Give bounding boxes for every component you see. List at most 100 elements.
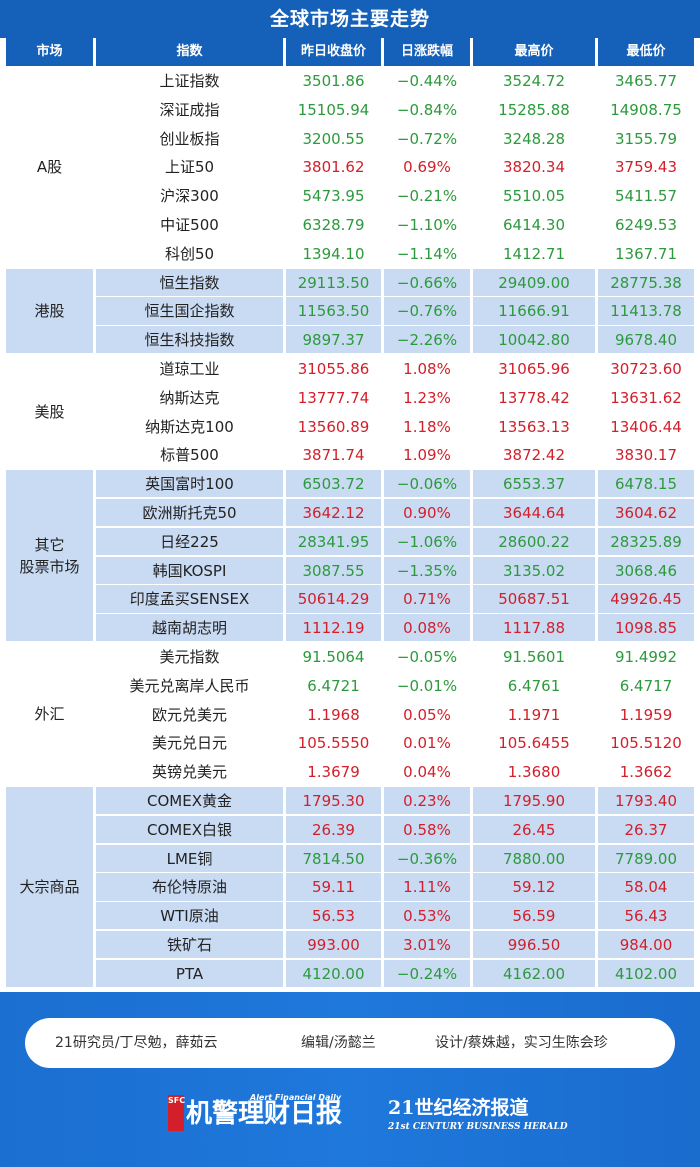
cell-name: LME铜: [96, 844, 283, 872]
cell-name: 欧洲斯托克50: [96, 498, 283, 527]
table-row: COMEX白银 26.39 0.58% 26.45 26.37: [0, 815, 700, 844]
table-row: 印度孟买SENSEX 50614.29 0.71% 50687.51 49926.45: [0, 585, 700, 613]
header-change: 日涨跌幅: [384, 38, 470, 66]
cell-close: 28341.95: [286, 527, 381, 556]
market-label: 其它 股票市场: [6, 470, 93, 642]
cell-low: 56.43: [598, 902, 694, 930]
cell-low: 984.00: [598, 931, 694, 959]
cell-change: −1.10%: [384, 211, 470, 239]
cell-high: 31065.96: [473, 355, 595, 383]
cell-high: 996.50: [473, 931, 595, 959]
table-row: COMEX黄金 1795.30 0.23% 1795.90 1793.40: [0, 787, 700, 815]
cell-high: 5510.05: [473, 182, 595, 210]
cell-close: 3871.74: [286, 441, 381, 469]
cell-close: 3200.55: [286, 124, 381, 152]
cell-high: 26.45: [473, 815, 595, 844]
cell-low: 4102.00: [598, 959, 694, 988]
cell-low: 6478.15: [598, 470, 694, 498]
cell-change: 0.05%: [384, 700, 470, 728]
cell-name: 美元指数: [96, 643, 283, 671]
cell-close: 15105.94: [286, 95, 381, 124]
cell-low: 91.4992: [598, 643, 694, 671]
cell-close: 13560.89: [286, 412, 381, 440]
cell-change: −0.84%: [384, 95, 470, 124]
cell-change: 1.18%: [384, 412, 470, 440]
table-row: 沪深300 5473.95 −0.21% 5510.05 5411.57: [0, 182, 700, 210]
cell-change: −0.76%: [384, 297, 470, 325]
table-row: LME铜 7814.50 −0.36% 7880.00 7789.00: [0, 844, 700, 872]
cell-close: 26.39: [286, 815, 381, 844]
cell-name: WTI原油: [96, 902, 283, 930]
cell-low: 7789.00: [598, 844, 694, 872]
logo2-en: 21st CENTURY BUSINESS HERALD: [388, 1122, 568, 1132]
market-label: 美股: [6, 355, 93, 469]
table-row: 韩国KOSPI 3087.55 −1.35% 3135.02 3068.46: [0, 556, 700, 584]
table-row: 道琼工业 31055.86 1.08% 31065.96 30723.60: [0, 355, 700, 383]
cell-close: 105.5550: [286, 729, 381, 757]
cell-high: 59.12: [473, 873, 595, 901]
cell-name: COMEX黄金: [96, 787, 283, 815]
cell-low: 13406.44: [598, 412, 694, 440]
cell-close: 1795.30: [286, 787, 381, 815]
cell-close: 9897.37: [286, 326, 381, 354]
table-row: 恒生国企指数 11563.50 −0.76% 11666.91 11413.78: [0, 297, 700, 325]
cell-change: −1.06%: [384, 527, 470, 556]
table-row: 越南胡志明 1112.19 0.08% 1117.88 1098.85: [0, 614, 700, 642]
cell-name: 印度孟买SENSEX: [96, 585, 283, 613]
cell-high: 56.59: [473, 902, 595, 930]
cell-low: 58.04: [598, 873, 694, 901]
cell-low: 3830.17: [598, 441, 694, 469]
page-title: 全球市场主要走势: [0, 0, 700, 38]
market-label: 外汇: [6, 643, 93, 786]
cell-low: 3068.46: [598, 556, 694, 584]
cell-close: 56.53: [286, 902, 381, 930]
table-row: PTA 4120.00 −0.24% 4162.00 4102.00: [0, 959, 700, 988]
21st-century-herald-logo: 21世纪经济报道 21st CENTURY BUSINESS HERALD: [388, 1096, 588, 1136]
cell-low: 3465.77: [598, 67, 694, 95]
cell-close: 1112.19: [286, 614, 381, 642]
cell-name: 布伦特原油: [96, 873, 283, 901]
cell-change: −2.26%: [384, 326, 470, 354]
cell-name: 中证500: [96, 211, 283, 239]
cell-name: 上证指数: [96, 67, 283, 95]
cell-name: 日经225: [96, 527, 283, 556]
cell-low: 3604.62: [598, 498, 694, 527]
table-row: WTI原油 56.53 0.53% 56.59 56.43: [0, 902, 700, 930]
table-row: 上证50 3801.62 0.69% 3820.34 3759.43: [0, 153, 700, 181]
cell-close: 59.11: [286, 873, 381, 901]
market-group: 外汇 美元指数 91.5064 −0.05% 91.5601 91.4992 美元兑离岸人民…: [0, 643, 700, 786]
cell-low: 6.4717: [598, 671, 694, 700]
market-group: 港股 恒生指数 29113.50 −0.66% 29409.00 28775.38 恒生国企…: [0, 268, 700, 354]
cell-name: 标普500: [96, 441, 283, 469]
cell-high: 6553.37: [473, 470, 595, 498]
table-row: 日经225 28341.95 −1.06% 28600.22 28325.89: [0, 527, 700, 556]
cell-name: 深证成指: [96, 95, 283, 124]
cell-high: 10042.80: [473, 326, 595, 354]
cell-low: 1367.71: [598, 239, 694, 268]
market-group: 大宗商品 COMEX黄金 1795.30 0.23% 1795.90 1793.40 COM…: [0, 787, 700, 988]
header-market: 市场: [6, 38, 93, 66]
market-group: A股 上证指数 3501.86 −0.44% 3524.72 3465.77 深证成指 151…: [0, 67, 700, 268]
credit-design: 设计/蔡姝越，实习生陈会珍: [435, 1035, 608, 1051]
cell-high: 3820.34: [473, 153, 595, 181]
cell-close: 6328.79: [286, 211, 381, 239]
table-row: 恒生科技指数 9897.37 −2.26% 10042.80 9678.40: [0, 326, 700, 354]
credits-pill: 21研究员/丁尽勉，薛茹云 编辑/汤懿兰 设计/蔡姝越，实习生陈会珍: [25, 1018, 675, 1068]
cell-name: PTA: [96, 959, 283, 988]
cell-high: 1412.71: [473, 239, 595, 268]
cell-low: 11413.78: [598, 297, 694, 325]
cell-change: −0.06%: [384, 470, 470, 498]
cell-name: 纳斯达克: [96, 383, 283, 412]
cell-low: 1.3662: [598, 758, 694, 786]
cell-name: 铁矿石: [96, 931, 283, 959]
cell-low: 14908.75: [598, 95, 694, 124]
cell-low: 105.5120: [598, 729, 694, 757]
cell-close: 4120.00: [286, 959, 381, 988]
cell-name: COMEX白银: [96, 815, 283, 844]
cell-name: 韩国KOSPI: [96, 556, 283, 584]
cell-high: 13563.13: [473, 412, 595, 440]
logo1-tagline: Alert Financial Daily: [250, 1093, 342, 1102]
cell-name: 美元兑离岸人民币: [96, 671, 283, 700]
cell-low: 1793.40: [598, 787, 694, 815]
cell-high: 4162.00: [473, 959, 595, 988]
